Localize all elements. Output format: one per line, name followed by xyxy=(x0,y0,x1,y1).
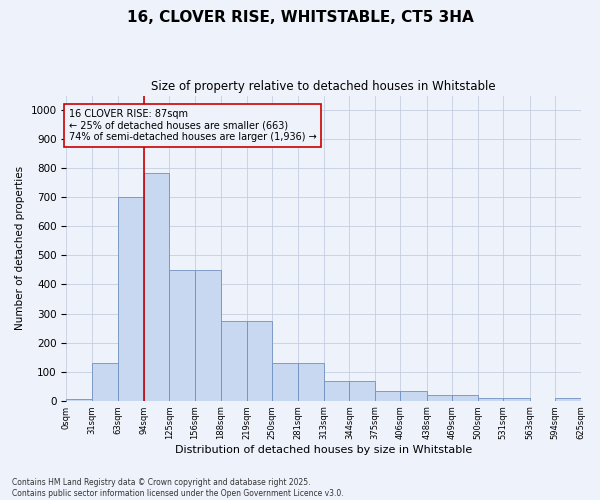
Y-axis label: Number of detached properties: Number of detached properties xyxy=(15,166,25,330)
Bar xyxy=(247,321,272,400)
Bar xyxy=(478,398,503,400)
Bar xyxy=(144,172,169,400)
Bar xyxy=(503,398,530,400)
Bar xyxy=(298,363,324,401)
Bar xyxy=(400,390,427,400)
X-axis label: Distribution of detached houses by size in Whitstable: Distribution of detached houses by size … xyxy=(175,445,472,455)
Bar xyxy=(169,270,195,400)
Bar xyxy=(427,395,452,400)
Bar xyxy=(118,198,144,400)
Bar xyxy=(375,390,400,400)
Bar xyxy=(555,398,581,400)
Bar xyxy=(324,381,349,400)
Text: Contains HM Land Registry data © Crown copyright and database right 2025.
Contai: Contains HM Land Registry data © Crown c… xyxy=(12,478,344,498)
Bar xyxy=(221,321,247,400)
Title: Size of property relative to detached houses in Whitstable: Size of property relative to detached ho… xyxy=(151,80,496,93)
Bar xyxy=(452,395,478,400)
Text: 16, CLOVER RISE, WHITSTABLE, CT5 3HA: 16, CLOVER RISE, WHITSTABLE, CT5 3HA xyxy=(127,10,473,25)
Bar xyxy=(92,363,118,401)
Bar xyxy=(195,270,221,400)
Bar xyxy=(272,363,298,401)
Text: 16 CLOVER RISE: 87sqm
← 25% of detached houses are smaller (663)
74% of semi-det: 16 CLOVER RISE: 87sqm ← 25% of detached … xyxy=(69,108,317,142)
Bar xyxy=(349,381,375,400)
